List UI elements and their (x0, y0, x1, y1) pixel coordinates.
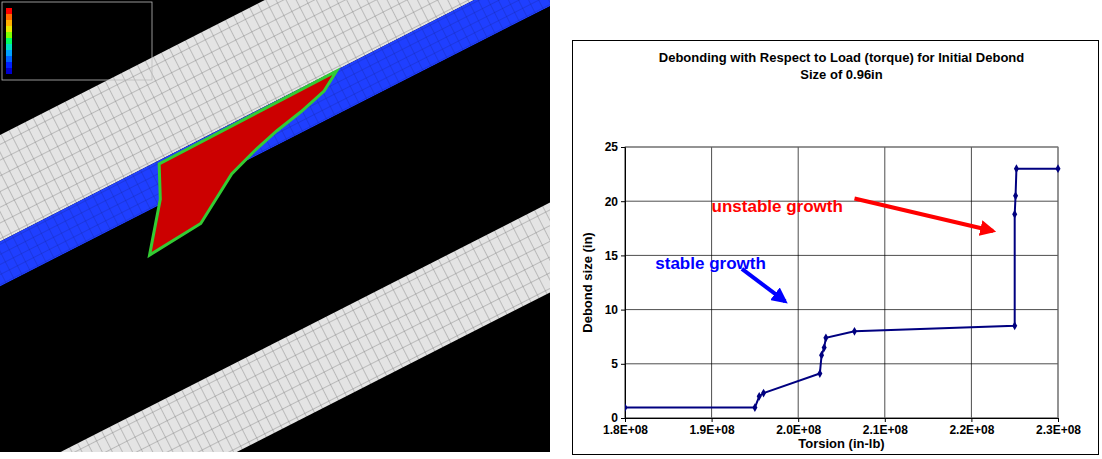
data-point (1055, 164, 1060, 173)
legend-swatch (6, 8, 12, 14)
y-tick: 15 (605, 249, 625, 263)
y-tick-label: 20 (605, 195, 619, 209)
y-tick-label: 5 (611, 357, 618, 371)
annotation-arrow (854, 198, 993, 231)
y-tick: 5 (611, 357, 625, 371)
x-tick-label: 2.2E+08 (949, 423, 994, 437)
x-tick: 1.8E+08 (603, 418, 648, 437)
grid-line-x (971, 147, 972, 418)
data-point (761, 389, 766, 398)
x-tick-label: 2.1E+08 (863, 423, 908, 437)
x-tick: 2.2E+08 (949, 418, 994, 437)
x-tick: 2.3E+08 (1036, 418, 1081, 437)
mesh-band-lower (0, 35, 550, 452)
x-tick-label: 1.8E+08 (603, 423, 648, 437)
x-tick-mark (885, 418, 886, 422)
y-tick: 25 (605, 140, 625, 154)
y-tick-label: 15 (605, 249, 619, 263)
x-tick-label: 1.9E+08 (690, 423, 735, 437)
chart-frame (573, 41, 1099, 455)
legend-swatch (6, 50, 12, 56)
y-tick-label: 0 (611, 411, 618, 425)
x-axis-title: Torsion (in-lb) (798, 436, 884, 451)
legend-swatch (6, 32, 12, 38)
legend-swatch (6, 38, 12, 44)
y-tick-mark (621, 147, 625, 148)
y-axis-line (621, 148, 626, 419)
x-tick-mark (971, 418, 972, 422)
legend-swatch (6, 14, 12, 20)
y-tick: 20 (605, 195, 625, 209)
legend-swatch (6, 62, 12, 68)
y-tick-mark (621, 255, 625, 256)
x-tick-label: 2.0E+08 (776, 423, 821, 437)
y-tick: 0 (611, 411, 625, 425)
legend-swatch (6, 56, 12, 62)
annotation-arrow (742, 269, 785, 302)
x-tick: 2.0E+08 (776, 418, 821, 437)
data-point (1013, 191, 1018, 200)
fe-bands (0, 0, 550, 452)
legend-swatch (6, 44, 12, 50)
y-tick: 10 (605, 303, 625, 317)
y-axis: 0 5 10 15 20 25 (605, 140, 626, 425)
grid-line-y (625, 309, 1058, 310)
fe-view (0, 0, 550, 452)
contour-legend (2, 2, 152, 80)
x-tick: 2.1E+08 (863, 418, 908, 437)
grid-line-x (798, 147, 799, 418)
annotations: unstable growth stable growth (655, 197, 993, 301)
legend-swatch (6, 20, 12, 26)
debond-zone (114, 71, 373, 255)
data-point (625, 403, 628, 412)
data-point (852, 327, 857, 336)
y-tick-label: 10 (605, 303, 619, 317)
data-point (1012, 210, 1017, 219)
data-point (823, 333, 828, 342)
x-tick-mark (798, 418, 799, 422)
plot-frame (625, 147, 1058, 418)
legend-swatch (6, 68, 12, 74)
title-group: Debonding with Respect to Load (torque) … (659, 50, 1024, 82)
data-marks (625, 164, 1061, 412)
grid-line-y (625, 363, 1058, 364)
data-point (819, 351, 824, 360)
grid (625, 147, 1058, 418)
data-point (1014, 164, 1019, 173)
y-tick-mark (621, 310, 625, 311)
x-tick-label: 2.3E+08 (1036, 423, 1081, 437)
page: Debonding with Respect to Load (torque) … (0, 0, 1102, 459)
data-point (1012, 321, 1017, 330)
data-point (817, 369, 822, 378)
y-tick-mark (621, 201, 625, 202)
x-tick-mark (712, 418, 713, 422)
annotation-text: stable growth (655, 254, 766, 273)
data-point (757, 392, 762, 401)
y-tick-mark (621, 364, 625, 365)
x-axis: 1.8E+08 1.9E+08 2.0E+08 2.1E+08 2.2E+08 2.3E+… (603, 418, 1081, 437)
data-point (752, 403, 757, 412)
legend-frame (2, 2, 152, 80)
chart-title: Debonding with Respect to Load (torque) … (659, 50, 1024, 82)
annotation-text: unstable growth (712, 197, 843, 216)
x-axis-line (626, 419, 1059, 423)
y-tick-mark (621, 418, 625, 419)
legend-swatch (6, 26, 12, 32)
y-tick-label: 25 (605, 140, 619, 154)
grid-line-x (711, 147, 712, 418)
grid-line-x (884, 147, 885, 418)
x-tick-mark (1058, 418, 1059, 422)
data-line (625, 169, 1058, 408)
y-axis-title: Debond size (in) (580, 232, 595, 332)
x-tick: 1.9E+08 (690, 418, 735, 437)
data-point (822, 343, 827, 352)
